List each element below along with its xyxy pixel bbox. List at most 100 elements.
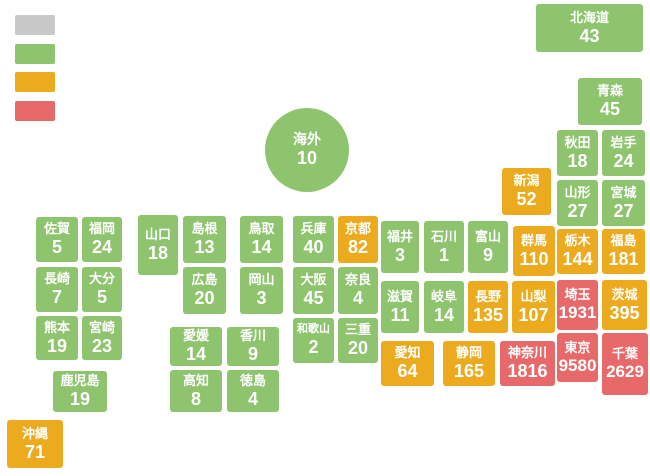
prefecture-tile-kumamoto[interactable]: 熊本 19 bbox=[36, 316, 78, 360]
legend-swatch-green bbox=[15, 43, 55, 64]
prefecture-count: 20 bbox=[194, 288, 215, 309]
prefecture-tile-aomori[interactable]: 青森 45 bbox=[578, 78, 642, 125]
prefecture-tile-gunma[interactable]: 群馬 110 bbox=[513, 226, 555, 276]
prefecture-tile-hokkaido[interactable]: 北海道 43 bbox=[536, 4, 643, 52]
prefecture-count: 27 bbox=[613, 200, 634, 221]
prefecture-tile-mie[interactable]: 三重 20 bbox=[338, 318, 378, 363]
prefecture-tile-niigata[interactable]: 新潟 52 bbox=[502, 168, 551, 215]
prefecture-count: 20 bbox=[347, 338, 369, 359]
prefecture-tile-ishikawa[interactable]: 石川 1 bbox=[424, 221, 464, 273]
prefecture-tile-shiga[interactable]: 滋賀 11 bbox=[381, 281, 419, 333]
prefecture-tile-fukushima[interactable]: 福島 181 bbox=[602, 229, 645, 274]
prefecture-name: 島根 bbox=[191, 221, 218, 237]
prefecture-count: 19 bbox=[46, 335, 68, 356]
prefecture-tile-hyogo[interactable]: 兵庫 40 bbox=[293, 216, 334, 263]
prefecture-tile-tochigi[interactable]: 栃木 144 bbox=[557, 229, 598, 274]
prefecture-tile-miyazaki[interactable]: 宮崎 23 bbox=[82, 316, 122, 360]
prefecture-count: 43 bbox=[579, 25, 600, 46]
prefecture-count: 13 bbox=[194, 237, 215, 258]
prefecture-tile-ibaraki[interactable]: 茨城 395 bbox=[602, 280, 647, 330]
prefecture-count: 181 bbox=[608, 249, 639, 270]
prefecture-tile-ehime[interactable]: 愛媛 14 bbox=[170, 327, 222, 366]
prefecture-name: 山形 bbox=[564, 184, 591, 200]
prefecture-count: 45 bbox=[303, 288, 324, 309]
prefecture-tile-fukui[interactable]: 福井 3 bbox=[381, 221, 419, 273]
prefecture-tile-tokyo[interactable]: 東京 9580 bbox=[557, 333, 598, 382]
prefecture-count: 24 bbox=[91, 237, 113, 258]
prefecture-tile-wakayama[interactable]: 和歌山 2 bbox=[293, 318, 334, 363]
prefecture-tile-shimane[interactable]: 島根 13 bbox=[183, 216, 226, 263]
prefecture-name: 福岡 bbox=[88, 221, 115, 237]
prefecture-count: 64 bbox=[397, 361, 418, 382]
prefecture-name: 熊本 bbox=[43, 319, 70, 335]
prefecture-count: 165 bbox=[453, 361, 485, 382]
prefecture-tile-tottori[interactable]: 鳥取 14 bbox=[240, 216, 283, 263]
prefecture-tile-kagawa[interactable]: 香川 9 bbox=[227, 327, 279, 366]
legend-swatch-red bbox=[15, 100, 55, 121]
prefecture-tile-okayama[interactable]: 岡山 3 bbox=[240, 267, 283, 314]
prefecture-tile-miyagi[interactable]: 宮城 27 bbox=[602, 180, 645, 226]
prefecture-tile-okinawa[interactable]: 沖縄 71 bbox=[7, 420, 63, 468]
prefecture-tile-tokushima[interactable]: 徳島 4 bbox=[227, 370, 279, 412]
prefecture-name: 群馬 bbox=[520, 232, 547, 248]
prefecture-tile-nara[interactable]: 奈良 4 bbox=[338, 267, 378, 314]
prefecture-tile-oita[interactable]: 大分 5 bbox=[82, 267, 122, 312]
prefecture-name: 埼玉 bbox=[564, 287, 591, 303]
prefecture-count: 9 bbox=[482, 244, 493, 265]
prefecture-count: 82 bbox=[347, 237, 369, 258]
prefecture-name: 富山 bbox=[474, 228, 501, 244]
prefecture-tile-saga[interactable]: 佐賀 5 bbox=[36, 217, 78, 262]
prefecture-tile-nagasaki[interactable]: 長崎 7 bbox=[36, 267, 78, 312]
prefecture-tile-kanagawa[interactable]: 神奈川 1816 bbox=[500, 341, 555, 386]
prefecture-name: 和歌山 bbox=[297, 323, 330, 336]
legend-swatch-gray bbox=[15, 15, 55, 35]
prefecture-count: 45 bbox=[599, 99, 621, 120]
prefecture-name: 山梨 bbox=[520, 288, 547, 304]
prefecture-name: 海外 bbox=[293, 130, 321, 147]
prefecture-name: 長崎 bbox=[43, 271, 70, 287]
prefecture-tile-chiba[interactable]: 千葉 2629 bbox=[602, 333, 648, 395]
prefecture-count: 9 bbox=[247, 344, 258, 365]
prefecture-name: 秋田 bbox=[564, 134, 591, 150]
prefecture-name: 茨城 bbox=[611, 286, 638, 302]
prefecture-tile-gifu[interactable]: 岐阜 14 bbox=[424, 281, 464, 333]
prefecture-tile-hiroshima[interactable]: 広島 20 bbox=[183, 267, 226, 314]
prefecture-count: 110 bbox=[519, 248, 549, 269]
overseas-circle[interactable]: 海外 10 bbox=[265, 108, 349, 192]
prefecture-count: 18 bbox=[147, 242, 169, 263]
prefecture-tile-kyoto[interactable]: 京都 82 bbox=[338, 216, 378, 263]
prefecture-tile-aichi[interactable]: 愛知 64 bbox=[381, 341, 434, 386]
prefecture-tile-kochi[interactable]: 高知 8 bbox=[170, 370, 222, 412]
prefecture-count: 19 bbox=[69, 389, 91, 410]
prefecture-count: 1931 bbox=[558, 303, 597, 323]
prefecture-count: 144 bbox=[562, 249, 593, 270]
prefecture-tile-nagano[interactable]: 長野 135 bbox=[468, 281, 508, 333]
prefecture-tile-shizuoka[interactable]: 静岡 165 bbox=[443, 341, 495, 386]
prefecture-tile-yamanashi[interactable]: 山梨 107 bbox=[512, 281, 555, 333]
prefecture-count: 71 bbox=[24, 441, 46, 462]
prefecture-count: 4 bbox=[247, 388, 258, 409]
prefecture-count: 10 bbox=[296, 148, 318, 169]
prefecture-count: 1 bbox=[438, 244, 449, 265]
prefecture-name: 鹿児島 bbox=[60, 373, 100, 389]
prefecture-count: 40 bbox=[303, 237, 324, 258]
prefecture-count: 5 bbox=[51, 237, 62, 258]
prefecture-name: 青森 bbox=[596, 83, 623, 99]
prefecture-tile-kagoshima[interactable]: 鹿児島 19 bbox=[53, 371, 107, 412]
prefecture-tile-osaka[interactable]: 大阪 45 bbox=[293, 267, 334, 314]
prefecture-tile-iwate[interactable]: 岩手 24 bbox=[602, 130, 645, 176]
prefecture-name: 新潟 bbox=[513, 173, 540, 189]
prefecture-name: 福井 bbox=[386, 228, 413, 244]
prefecture-tile-akita[interactable]: 秋田 18 bbox=[557, 130, 598, 176]
prefecture-tile-toyama[interactable]: 富山 9 bbox=[468, 221, 508, 273]
prefecture-name: 岐阜 bbox=[430, 288, 457, 304]
prefecture-count: 23 bbox=[91, 335, 113, 356]
prefecture-count: 3 bbox=[394, 244, 405, 265]
prefecture-count: 27 bbox=[567, 200, 588, 221]
prefecture-count: 135 bbox=[472, 304, 504, 325]
prefecture-tile-fukuoka[interactable]: 福岡 24 bbox=[82, 217, 122, 262]
prefecture-tile-yamagata[interactable]: 山形 27 bbox=[557, 180, 598, 226]
prefecture-tile-yamaguchi[interactable]: 山口 18 bbox=[138, 215, 178, 275]
prefecture-tile-saitama[interactable]: 埼玉 1931 bbox=[557, 280, 598, 330]
